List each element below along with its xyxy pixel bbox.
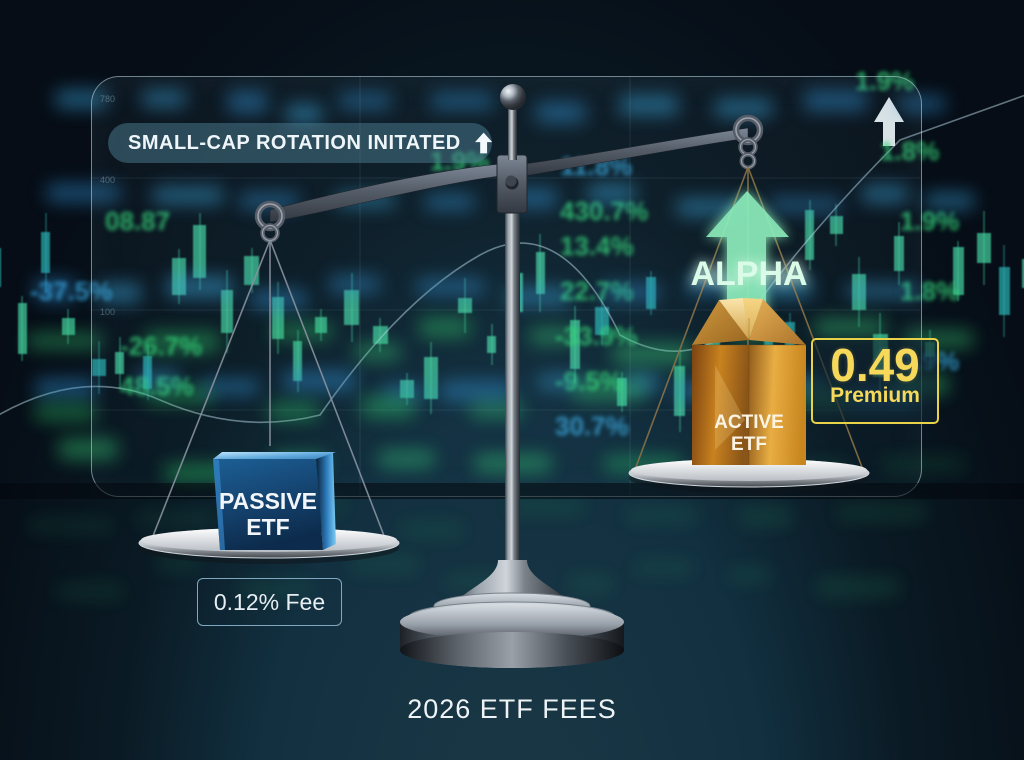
- svg-text:PASSIVE: PASSIVE: [219, 488, 317, 514]
- svg-text:ETF: ETF: [246, 514, 289, 540]
- svg-text:ALPHA: ALPHA: [690, 255, 807, 293]
- svg-text:ACTIVE: ACTIVE: [714, 412, 784, 433]
- svg-text:ETF: ETF: [731, 434, 767, 455]
